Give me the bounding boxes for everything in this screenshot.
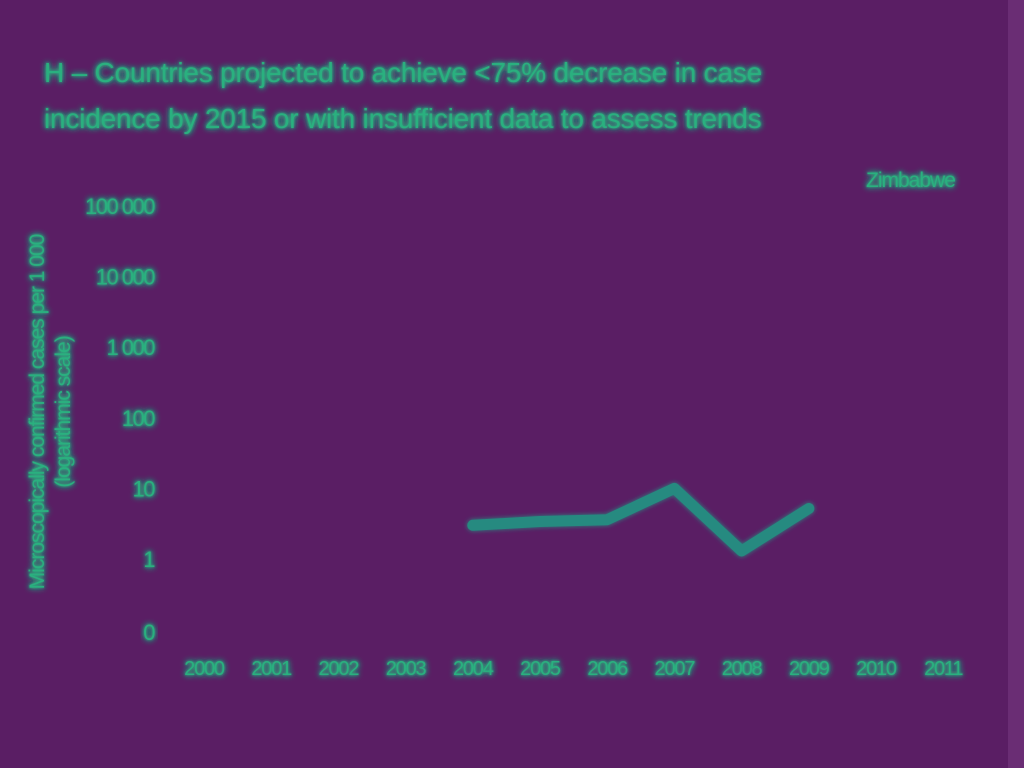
x-tick-label: 2005 [520,658,561,680]
y-tick-label: 10 [133,476,156,501]
y-tick-label: 100 [122,406,155,431]
series [467,482,815,557]
y-tick-label: 100 000 [85,194,155,219]
x-tick-label: 2006 [587,658,628,680]
x-tick-label: 2001 [251,658,292,680]
x-tick-label: 2008 [722,658,763,680]
y-axis-label-group: Microscopically confirmed cases per 1 00… [26,234,75,589]
y-tick-label: 1 000 [106,335,155,360]
y-axis-label: Microscopically confirmed cases per 1 00… [26,234,49,589]
x-tick-label: 2009 [789,658,830,680]
x-tick-label: 2007 [655,658,696,680]
chart-title-line-1: H – Countries projected to achieve <75% … [44,57,762,88]
window-edge [1008,0,1024,768]
x-tick-label: 2000 [184,658,225,680]
x-tick-labels: 2000 2001 2002 2003 2004 2005 2006 2007 2008 2009… [184,658,964,680]
x-tick-label: 2010 [856,658,897,680]
x-tick-label: 2011 [924,658,963,680]
x-tick-label: 2002 [319,658,360,680]
gridlines [168,200,978,565]
y-tick-label: 10 000 [96,265,156,290]
series-line-zimbabwe [467,482,815,557]
legend: Zimbabwe [828,169,956,192]
x-tick-label: 2004 [453,658,494,680]
chart-title-line-2: incidence by 2015 or with insufficient d… [44,103,761,134]
y-tick-label: 0 [143,620,155,645]
x-tick-label: 2003 [386,658,427,680]
legend-label-zimbabwe: Zimbabwe [866,169,955,192]
y-tick-label: 1 [143,547,155,572]
y-axis-label-sub: (logarithmic scale) [52,336,75,487]
